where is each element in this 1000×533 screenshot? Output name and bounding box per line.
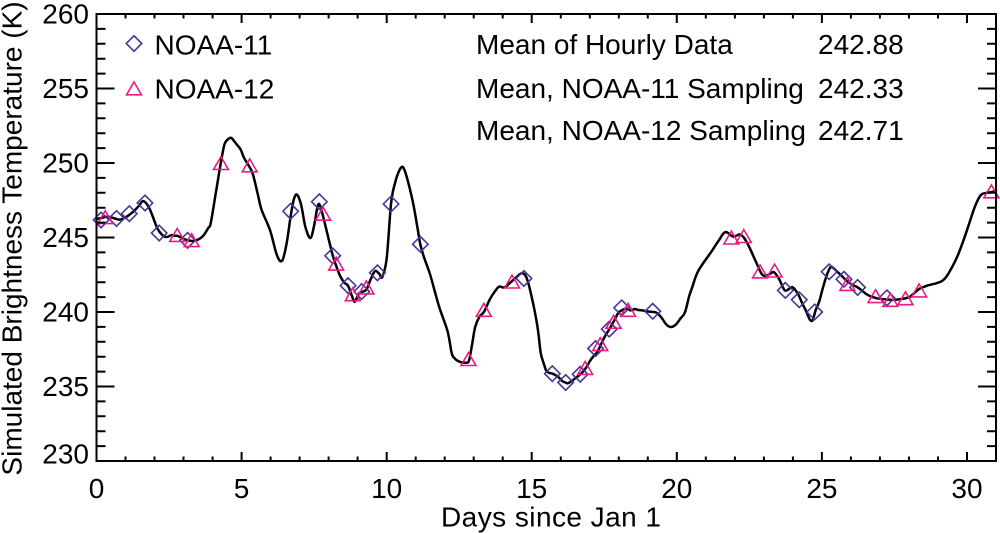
svg-text:Mean, NOAA-12 Sampling: Mean, NOAA-12 Sampling xyxy=(476,115,806,146)
svg-text:25: 25 xyxy=(806,473,837,504)
svg-text:NOAA-12: NOAA-12 xyxy=(155,74,275,105)
svg-text:20: 20 xyxy=(661,473,692,504)
svg-text:10: 10 xyxy=(371,473,402,504)
svg-text:235: 235 xyxy=(42,371,89,402)
svg-text:0: 0 xyxy=(89,473,105,504)
svg-text:240: 240 xyxy=(42,297,89,328)
svg-text:15: 15 xyxy=(516,473,547,504)
svg-text:242.88: 242.88 xyxy=(818,29,904,60)
svg-text:NOAA-11: NOAA-11 xyxy=(155,30,273,61)
svg-text:Mean of Hourly Data: Mean of Hourly Data xyxy=(476,29,733,60)
svg-text:255: 255 xyxy=(42,73,89,104)
svg-text:260: 260 xyxy=(42,0,89,30)
svg-text:Days since Jan 1: Days since Jan 1 xyxy=(441,502,661,533)
svg-text:5: 5 xyxy=(234,473,250,504)
svg-text:242.33: 242.33 xyxy=(818,73,904,104)
svg-text:250: 250 xyxy=(42,148,89,179)
svg-text:30: 30 xyxy=(951,473,982,504)
svg-text:230: 230 xyxy=(42,439,89,470)
svg-text:242.71: 242.71 xyxy=(818,115,904,146)
svg-text:245: 245 xyxy=(42,222,89,253)
svg-text:Simulated Brightness Temperatu: Simulated Brightness Temperature (K) xyxy=(0,1,28,475)
svg-text:Mean, NOAA-11 Sampling: Mean, NOAA-11 Sampling xyxy=(476,73,804,104)
